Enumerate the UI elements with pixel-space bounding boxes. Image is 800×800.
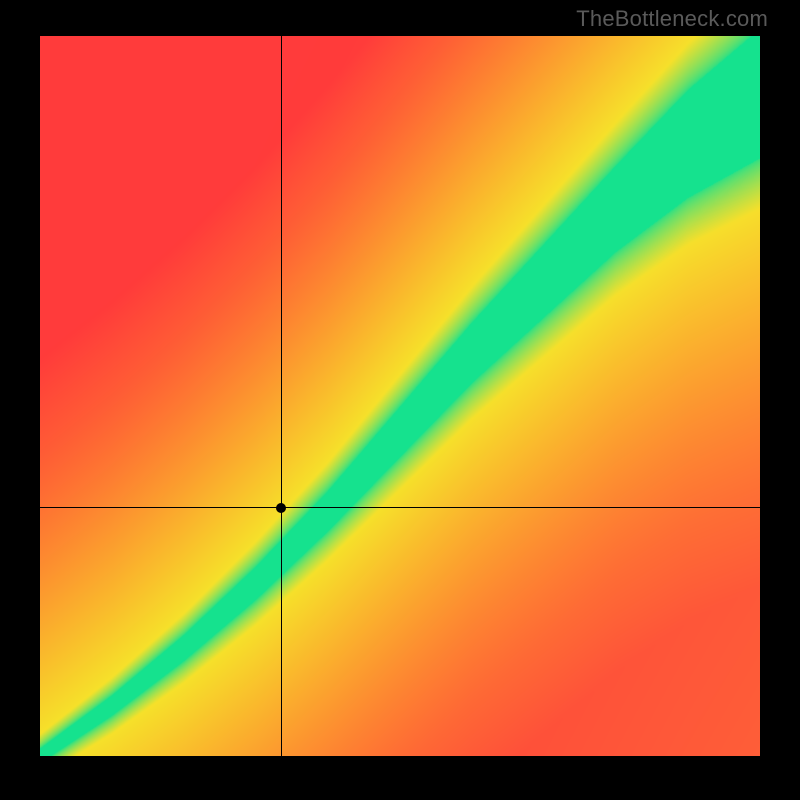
heatmap-canvas — [40, 36, 760, 756]
crosshair-marker — [276, 503, 286, 513]
crosshair-horizontal — [40, 507, 760, 508]
crosshair-vertical — [281, 36, 282, 756]
bottleneck-heatmap — [40, 36, 760, 756]
watermark-text: TheBottleneck.com — [576, 6, 768, 32]
